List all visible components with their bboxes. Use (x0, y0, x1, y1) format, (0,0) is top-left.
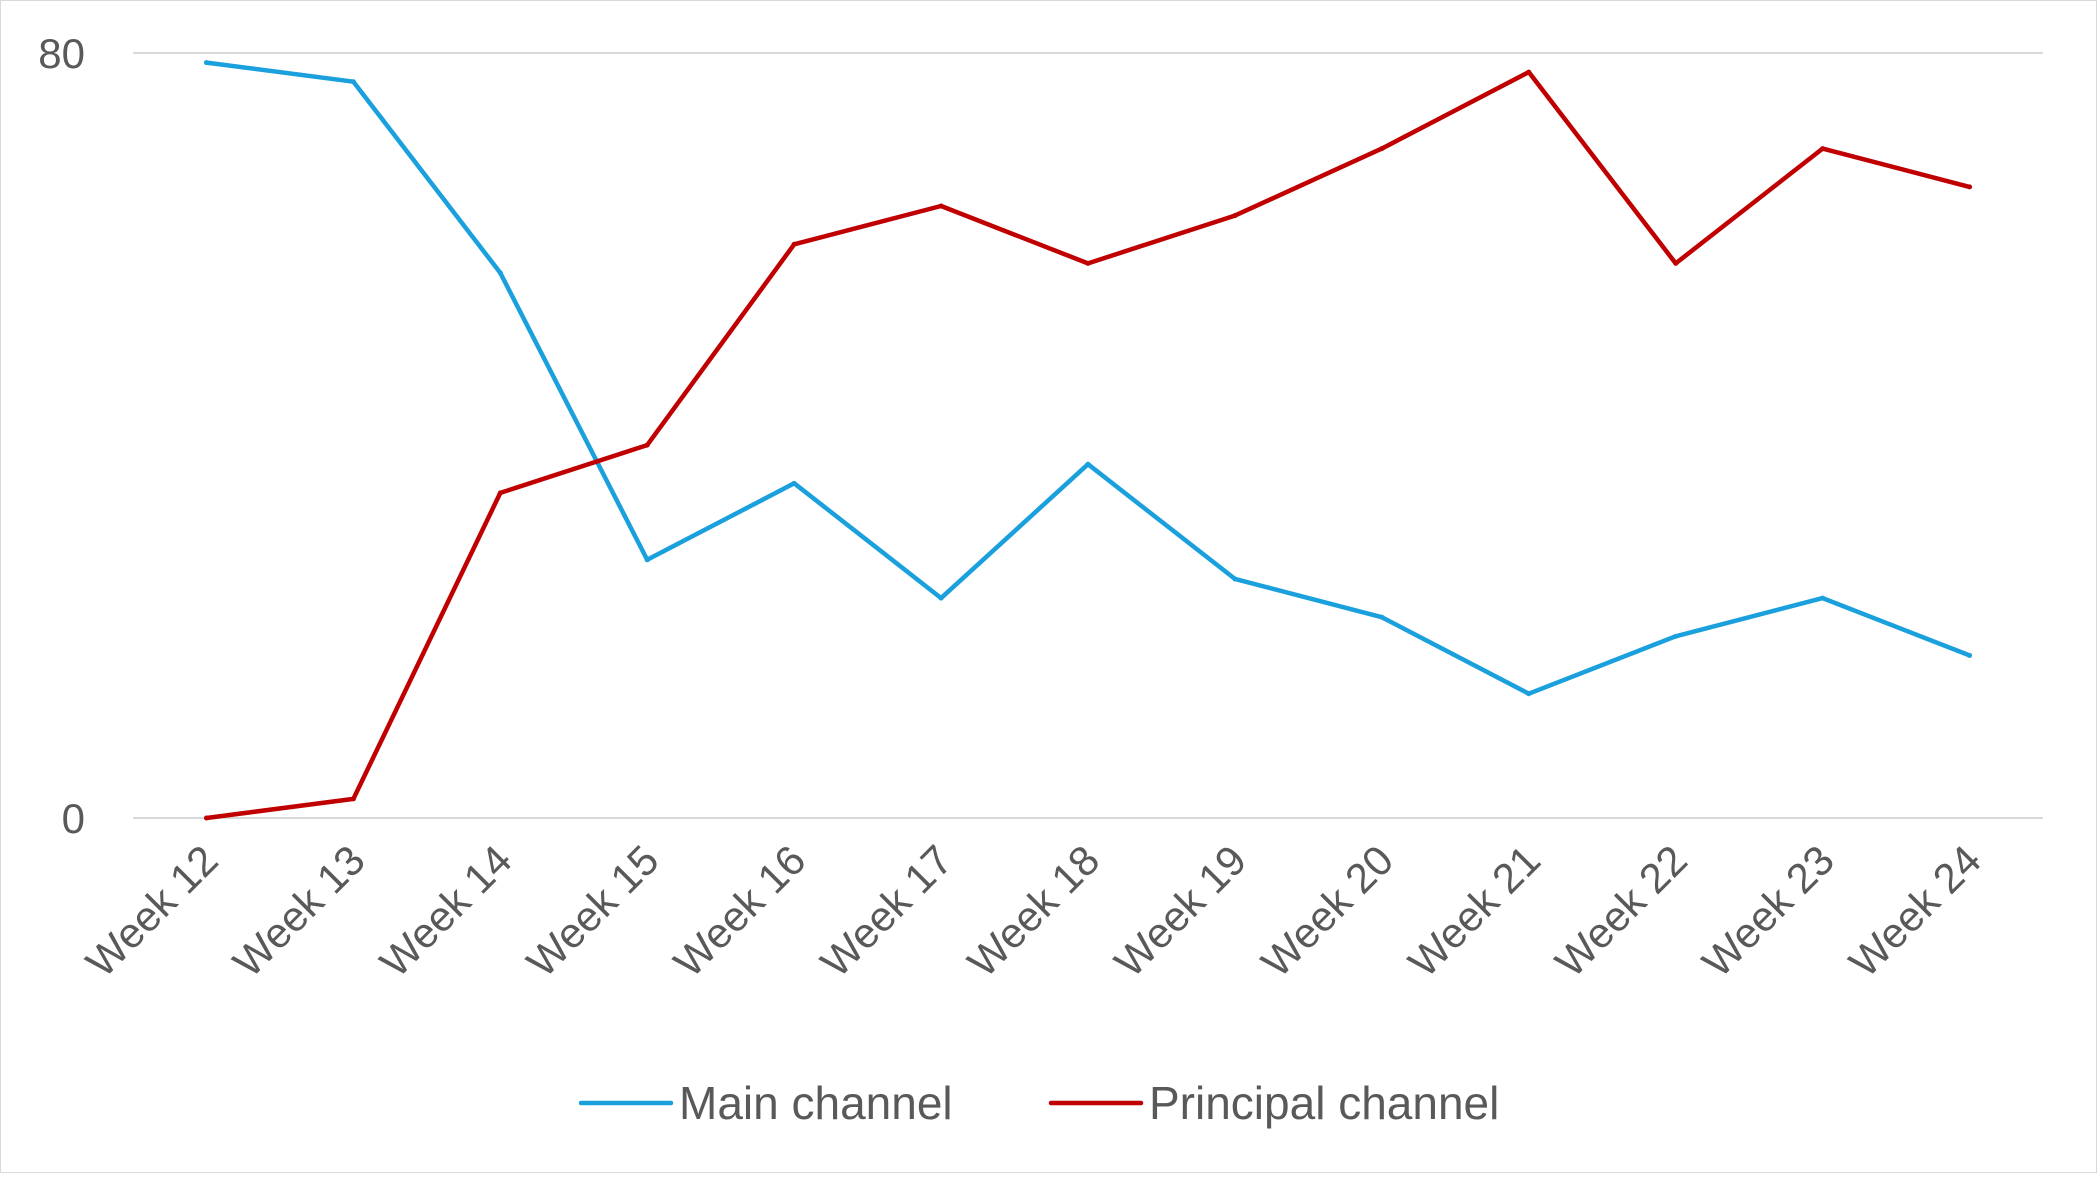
data-point (1526, 691, 1532, 697)
gridlines (133, 52, 2043, 819)
data-point (791, 241, 797, 247)
data-point (938, 203, 944, 209)
data-point (1673, 633, 1679, 639)
data-point (1820, 146, 1826, 152)
data-point (497, 270, 503, 276)
data-point (1673, 260, 1679, 266)
data-point (1232, 213, 1238, 219)
data-point (1379, 614, 1385, 620)
x-tick-label: Week 17 (812, 836, 962, 986)
x-tick-label: Week 20 (1252, 836, 1402, 986)
x-tick-label: Week 13 (224, 836, 374, 986)
y-tick-label: 80 (38, 30, 85, 77)
series-line-principal-channel (204, 69, 1972, 821)
legend-item-principal-channel: Principal channel (1048, 1077, 1499, 1129)
data-point (1085, 461, 1091, 467)
legend-label: Principal channel (1149, 1077, 1499, 1129)
data-point (644, 557, 650, 563)
x-tick-label: Week 15 (518, 836, 668, 986)
x-tick-label: Week 22 (1546, 836, 1696, 986)
data-point (1526, 69, 1532, 75)
x-tick-label: Week 12 (77, 836, 227, 986)
x-tick-label: Week 23 (1693, 836, 1843, 986)
data-point (1085, 260, 1091, 266)
data-point (938, 595, 944, 601)
x-tick-label: Week 24 (1840, 836, 1990, 986)
x-tick-label: Week 14 (371, 836, 521, 986)
series-lines (203, 60, 1973, 821)
legend-label: Main channel (679, 1077, 953, 1129)
x-tick-label: Week 19 (1105, 836, 1255, 986)
data-point (1967, 184, 1973, 190)
data-point (644, 442, 650, 448)
x-tick-label: Week 21 (1399, 836, 1549, 986)
data-point (1379, 146, 1385, 152)
data-point (203, 815, 209, 821)
legend: Main channel Principal channel (578, 1077, 1499, 1129)
data-point (1820, 595, 1826, 601)
data-point (350, 79, 356, 85)
data-point (497, 490, 503, 496)
data-point (1232, 576, 1238, 582)
legend-item-main-channel: Main channel (578, 1077, 953, 1129)
y-tick-label: 0 (62, 795, 85, 842)
data-point (203, 60, 209, 66)
series-line-main-channel (204, 60, 1972, 696)
data-point (791, 480, 797, 486)
x-tick-label: Week 16 (665, 836, 815, 986)
data-point (350, 796, 356, 802)
data-point (1967, 652, 1973, 658)
y-axis-tick-labels: 0 80 (38, 30, 85, 842)
x-tick-label: Week 18 (958, 836, 1108, 986)
